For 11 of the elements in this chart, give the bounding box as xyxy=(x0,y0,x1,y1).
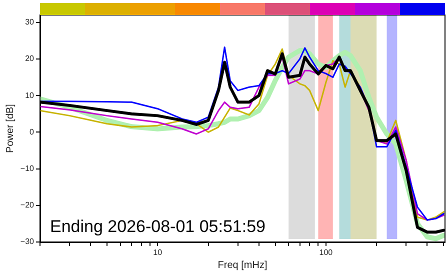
y-tick-label: 30 xyxy=(25,18,35,27)
x-tick-label: 100 xyxy=(319,248,334,258)
y-tick-label: 20 xyxy=(25,54,35,64)
y-axis-title: Power [dB] xyxy=(4,104,16,153)
y-tick-label: −20 xyxy=(20,200,35,210)
annotation: Ending 2026-08-01 05:51:59 xyxy=(50,217,266,236)
x-axis-title: Freq [mHz] xyxy=(218,260,268,271)
y-tick-label: 0 xyxy=(30,127,35,136)
y-tick-label: −30 xyxy=(20,237,35,246)
y-tick-label: 10 xyxy=(25,90,35,100)
y-tick-label: −10 xyxy=(20,164,35,173)
